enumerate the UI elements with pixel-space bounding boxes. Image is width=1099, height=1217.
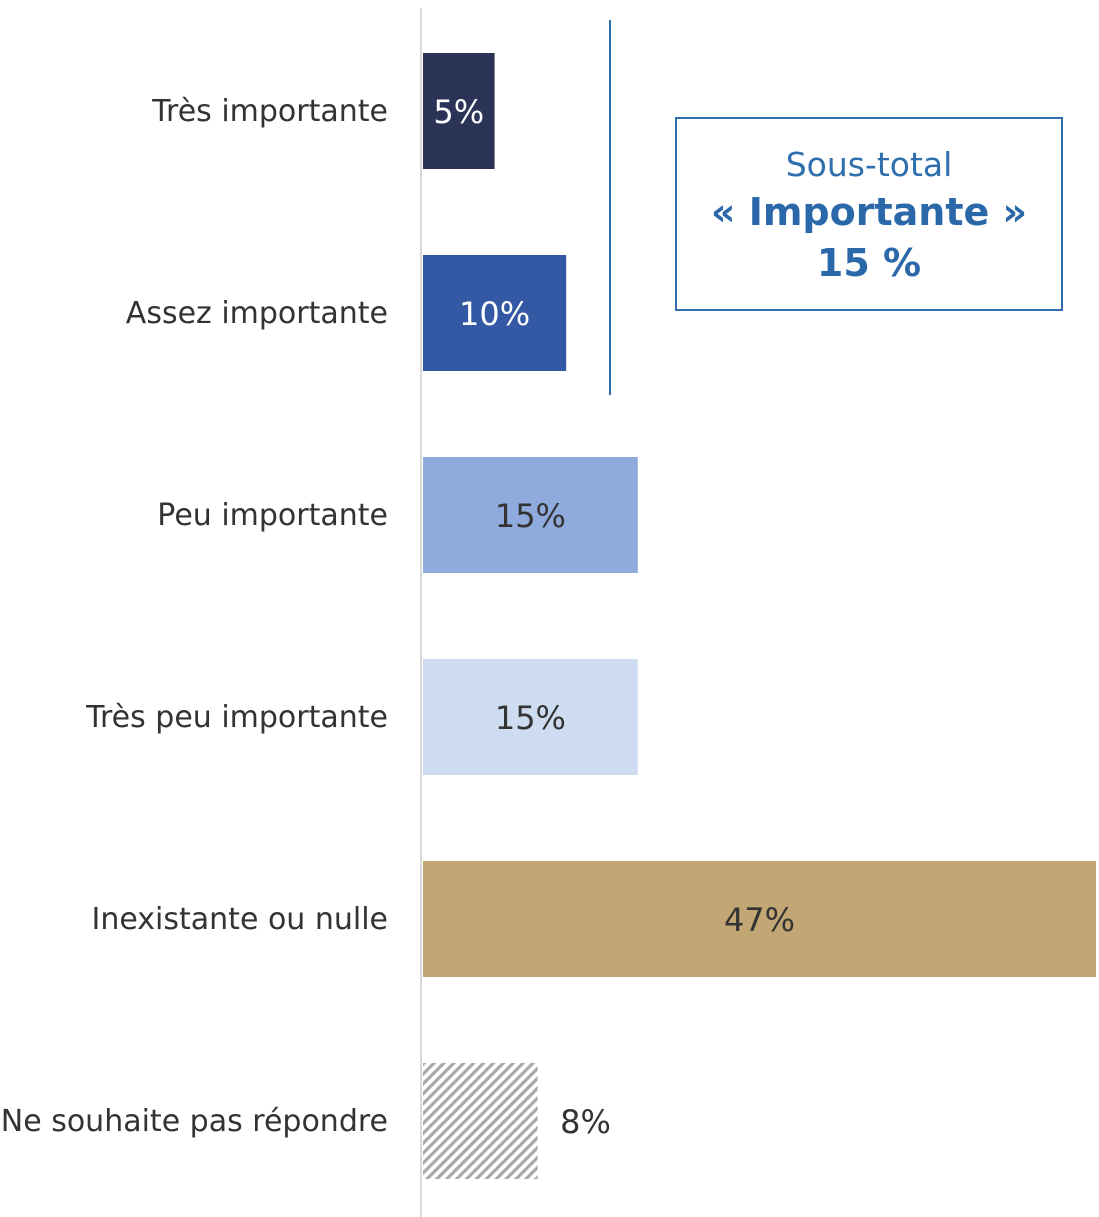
bar-3 bbox=[423, 659, 638, 775]
subtotal-line2: « Importante » bbox=[711, 190, 1027, 234]
bar-2 bbox=[423, 457, 638, 573]
category-labels-group: Très importante Assez importante Peu impor… bbox=[1, 94, 388, 1139]
value-labels-group: 5% 10% 15% 15% 47% 8% bbox=[433, 93, 795, 1141]
value-label-3: 15% bbox=[495, 699, 566, 737]
bar-4 bbox=[423, 861, 1096, 977]
category-label-2: Peu importante bbox=[157, 498, 388, 533]
bar-5 bbox=[423, 1063, 538, 1179]
value-label-4: 47% bbox=[724, 901, 795, 939]
category-label-1: Assez importante bbox=[126, 296, 388, 331]
subtotal-line1: Sous-total bbox=[786, 145, 953, 184]
bar-0 bbox=[423, 53, 495, 169]
category-label-0: Très importante bbox=[151, 94, 388, 129]
value-label-1: 10% bbox=[459, 295, 530, 333]
category-label-4: Inexistante ou nulle bbox=[92, 902, 388, 937]
subtotal-annotation: Sous-total « Importante » 15 % bbox=[675, 117, 1063, 311]
value-label-5: 8% bbox=[560, 1103, 611, 1141]
subtotal-box bbox=[675, 117, 1063, 311]
bar-1 bbox=[423, 255, 567, 371]
subtotal-line3: 15 % bbox=[817, 241, 921, 285]
bars-group bbox=[423, 53, 1096, 1179]
category-label-5: Ne souhaite pas répondre bbox=[1, 1104, 388, 1139]
category-label-3: Très peu importante bbox=[85, 700, 388, 735]
value-label-2: 15% bbox=[495, 497, 566, 535]
value-label-0: 5% bbox=[433, 93, 484, 131]
